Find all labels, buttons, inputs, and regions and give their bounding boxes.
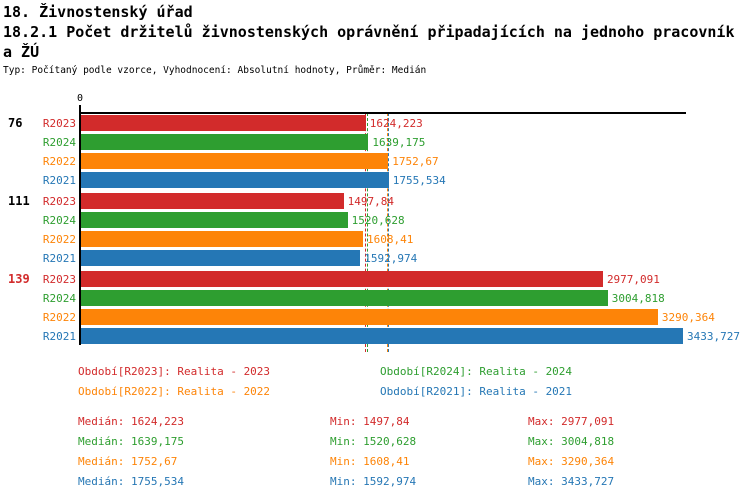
stat-min-r2021: Min: 1592,974 <box>330 475 417 488</box>
median-line-r2023 <box>364 113 366 352</box>
median-line-r2024 <box>367 113 369 352</box>
series-label: R2022 <box>42 233 76 246</box>
bar-value-label: 1755,534 <box>392 174 446 187</box>
median-line-r2021 <box>387 113 389 352</box>
stat-median-r2021: Medián: 1755,534 <box>78 475 184 488</box>
series-label: R2023 <box>42 195 76 208</box>
bar <box>81 134 369 150</box>
series-label: R2024 <box>42 292 76 305</box>
stat-max-r2023: Max: 2977,091 <box>528 415 615 428</box>
bar-value-label: 1592,974 <box>364 252 418 265</box>
series-label: R2023 <box>42 117 76 130</box>
series-label: R2024 <box>42 136 76 149</box>
series-label: R2022 <box>42 311 76 324</box>
group-label: 76 <box>8 116 23 130</box>
bar <box>81 212 348 228</box>
stat-min-r2022: Min: 1608,41 <box>330 455 410 468</box>
stat-max-r2022: Max: 3290,364 <box>528 455 615 468</box>
bar-value-label: 1608,41 <box>366 233 414 246</box>
group-label: 111 <box>8 194 30 208</box>
indicator-title-line2: a ŽÚ <box>3 43 40 61</box>
legend-item-r2023: Období[R2023]: Realita - 2023 <box>78 365 271 378</box>
bar <box>81 271 603 287</box>
bar-value-label: 1752,67 <box>392 155 439 168</box>
group-label: 139 <box>8 272 30 286</box>
bar-value-label: 1497,84 <box>347 195 394 208</box>
stat-median-r2022: Medián: 1752,67 <box>78 455 178 468</box>
stat-min-r2023: Min: 1497,84 <box>330 415 410 428</box>
bar-value-label: 1520,628 <box>351 214 405 227</box>
bar-value-label: 3290,364 <box>661 311 715 324</box>
stat-median-r2023: Medián: 1624,223 <box>78 415 184 428</box>
bar-value-label: 3433,727 <box>687 330 740 343</box>
bar <box>81 328 683 344</box>
series-label: R2021 <box>42 330 76 343</box>
stat-max-r2024: Max: 3004,818 <box>528 435 615 448</box>
bar <box>81 290 608 306</box>
bar <box>81 309 658 325</box>
bar <box>81 231 363 247</box>
bar-value-label: 1624,223 <box>369 117 423 130</box>
bar <box>81 153 389 169</box>
bar-value-label: 2977,091 <box>606 273 660 286</box>
legend-item-r2022: Období[R2022]: Realita - 2022 <box>78 385 271 398</box>
indicator-title-line1: 18.2.1 Počet držitelů živnostenských opr… <box>3 23 735 41</box>
bar <box>81 193 344 209</box>
legend-item-r2021: Období[R2021]: Realita - 2021 <box>380 385 573 398</box>
y-axis-line <box>79 105 81 345</box>
stat-min-r2024: Min: 1520,628 <box>330 435 417 448</box>
bar-value-label: 3004,818 <box>611 292 665 305</box>
x-axis-line <box>80 112 686 114</box>
series-label: R2023 <box>42 273 76 286</box>
bar-value-label: 1639,175 <box>372 136 426 149</box>
series-label: R2021 <box>42 174 76 187</box>
bar <box>81 172 389 188</box>
series-label: R2021 <box>42 252 76 265</box>
bar <box>81 250 361 266</box>
report-section-title: 18. Živnostenský úřad <box>3 3 193 21</box>
stat-median-r2024: Medián: 1639,175 <box>78 435 184 448</box>
legend-item-r2024: Období[R2024]: Realita - 2024 <box>380 365 573 378</box>
series-label: R2022 <box>42 155 76 168</box>
x-axis-origin-label: 0 <box>76 93 84 104</box>
series-label: R2024 <box>42 214 76 227</box>
chart: 0 76 R2023 1624,223 R2024 1639,175 R2022 1752,… <box>0 85 750 355</box>
bar <box>81 115 366 131</box>
stat-max-r2021: Max: 3433,727 <box>528 475 615 488</box>
indicator-meta: Typ: Počítaný podle vzorce, Vyhodnocení:… <box>3 65 427 76</box>
